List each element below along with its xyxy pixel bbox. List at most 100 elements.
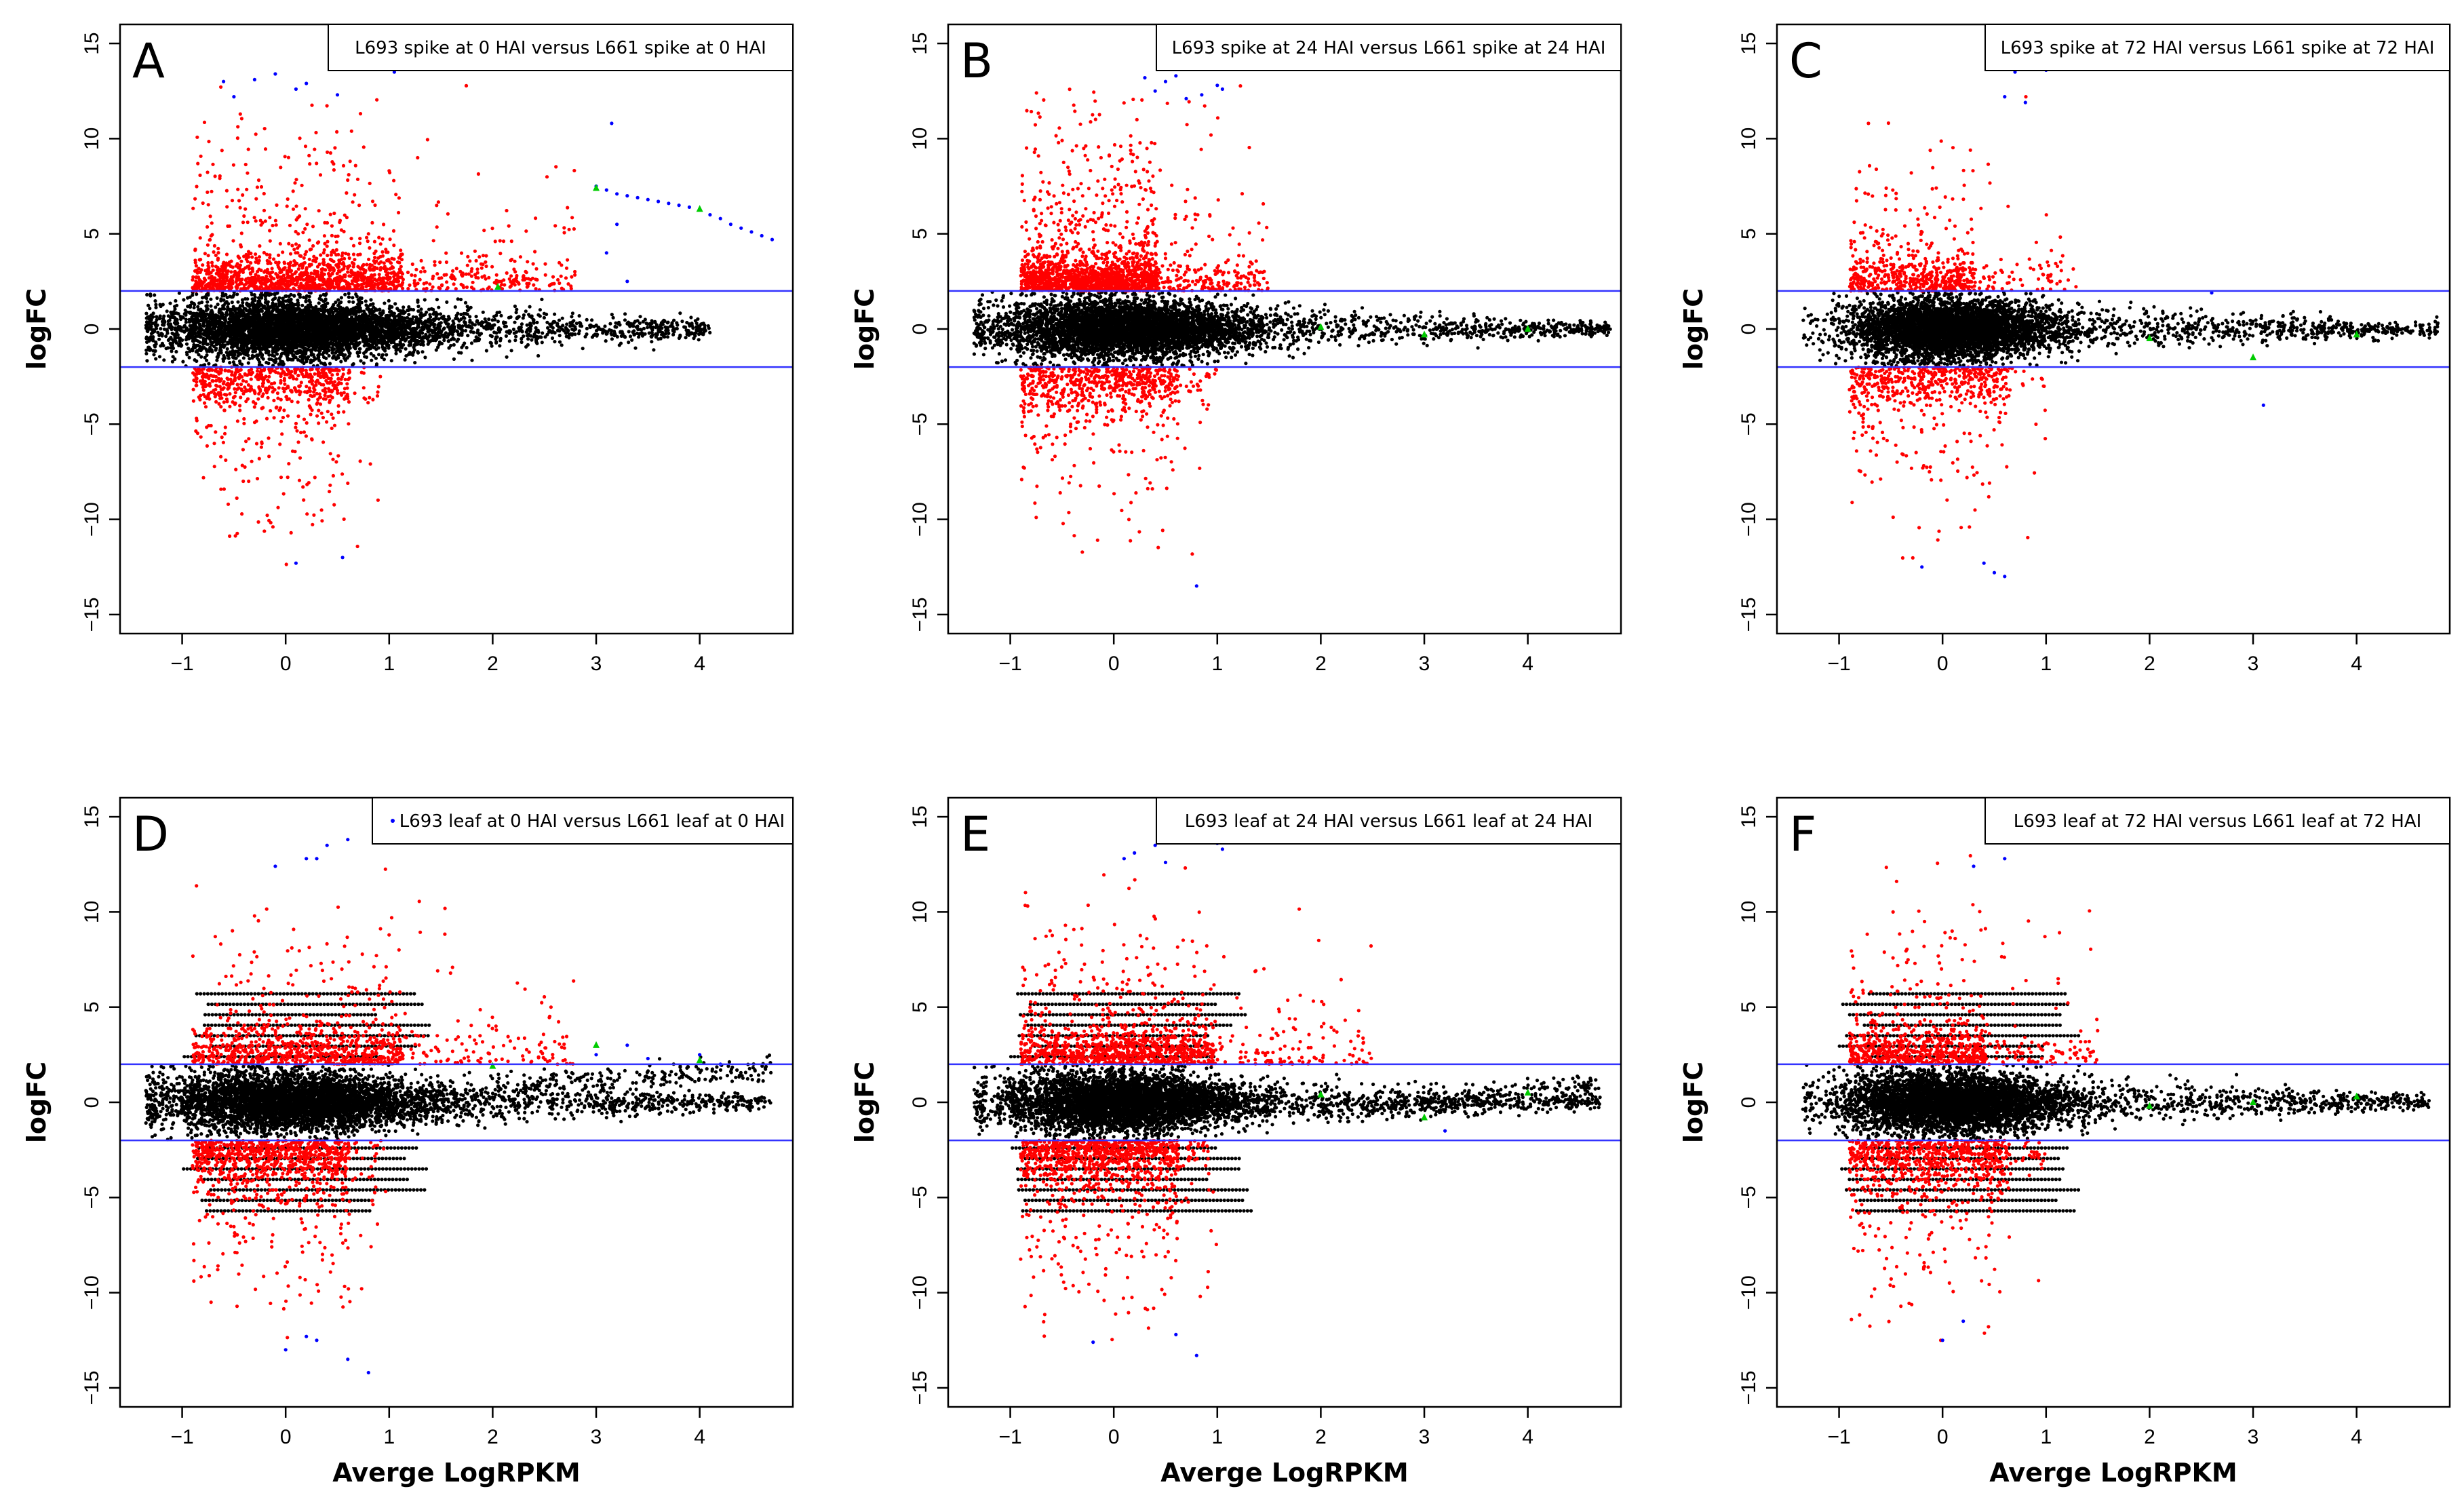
ns-point	[331, 326, 335, 330]
ns-point	[292, 294, 296, 298]
ns-point	[608, 328, 612, 332]
ns-point	[409, 307, 413, 311]
ns-point	[477, 322, 481, 326]
ns-point	[695, 322, 699, 326]
ns-point	[245, 303, 249, 307]
ns-point	[437, 343, 441, 347]
ns-point	[381, 309, 385, 313]
ns-point	[218, 307, 222, 311]
ns-point	[165, 331, 170, 335]
ns-point	[407, 335, 411, 339]
ns-point	[538, 308, 543, 312]
ns-point	[236, 300, 240, 304]
ns-point	[646, 326, 650, 330]
ns-point	[319, 361, 324, 365]
ns-point	[697, 332, 701, 336]
ns-point	[376, 328, 381, 332]
ns-point	[431, 338, 436, 342]
ns-point	[154, 340, 158, 345]
ns-point	[153, 293, 157, 297]
ns-point	[230, 301, 234, 305]
ns-point	[392, 329, 397, 333]
ns-point	[567, 332, 572, 336]
ns-point	[666, 328, 670, 332]
ns-point	[203, 363, 207, 367]
ns-point	[145, 329, 149, 333]
ns-point	[392, 322, 396, 326]
ns-point	[421, 328, 425, 332]
ns-point	[453, 305, 457, 309]
ns-point	[560, 316, 564, 320]
ns-point	[553, 312, 557, 316]
ns-point	[274, 303, 278, 307]
ns-point	[418, 313, 423, 317]
ns-point	[328, 307, 332, 311]
ns-point	[296, 349, 300, 353]
ns-point	[650, 340, 654, 344]
ns-point	[691, 326, 695, 330]
ns-point	[612, 334, 617, 338]
ns-point	[332, 318, 336, 322]
ns-point	[494, 331, 498, 335]
ns-point	[610, 337, 614, 341]
ns-point	[161, 343, 165, 348]
ns-point	[309, 360, 313, 364]
ns-point	[466, 334, 470, 338]
ns-point	[246, 334, 250, 338]
ns-point	[195, 359, 199, 364]
ns-point	[431, 317, 435, 322]
ns-point	[204, 296, 209, 301]
ns-point	[205, 358, 209, 362]
ns-point	[684, 336, 688, 340]
ns-point	[610, 313, 614, 317]
ns-point	[364, 338, 368, 343]
ns-point	[182, 325, 186, 329]
ns-point	[522, 313, 526, 317]
ns-point	[643, 317, 647, 322]
ns-point	[317, 296, 321, 301]
ns-point	[706, 324, 710, 328]
ns-point	[419, 311, 423, 315]
ns-point	[149, 323, 153, 328]
ns-point	[174, 322, 178, 326]
ns-point	[206, 291, 210, 295]
ns-point	[195, 292, 199, 296]
ns-point	[387, 315, 391, 319]
ns-point	[258, 343, 262, 347]
ns-point	[217, 320, 221, 324]
ns-point	[371, 302, 375, 306]
ns-point	[271, 297, 275, 301]
ns-point	[359, 320, 364, 324]
ns-point	[389, 359, 393, 363]
ns-point	[427, 327, 431, 331]
ns-point	[498, 344, 502, 348]
ns-point	[288, 347, 292, 351]
ns-point	[389, 309, 393, 314]
ns-point	[153, 349, 157, 353]
ns-point	[147, 345, 151, 349]
ns-point	[650, 330, 654, 334]
ns-point	[144, 316, 149, 320]
ns-point	[276, 321, 280, 325]
ns-point	[613, 325, 617, 329]
ns-point	[328, 362, 332, 366]
ns-point	[347, 292, 351, 296]
ns-point	[321, 352, 325, 357]
ns-point	[275, 352, 279, 356]
ns-point	[570, 311, 575, 315]
ns-point	[206, 342, 210, 346]
ns-point	[297, 292, 301, 296]
ns-point	[286, 355, 290, 360]
ns-point	[573, 332, 577, 336]
ns-point	[250, 292, 254, 296]
ns-point	[526, 337, 530, 341]
ns-point	[222, 303, 226, 307]
ns-point	[494, 335, 498, 339]
ns-point	[470, 358, 474, 362]
ns-point	[192, 305, 196, 310]
ns-point	[157, 317, 161, 321]
ns-point	[678, 311, 682, 315]
ns-point	[227, 322, 231, 326]
ns-point	[151, 338, 155, 343]
ns-point	[338, 317, 342, 321]
